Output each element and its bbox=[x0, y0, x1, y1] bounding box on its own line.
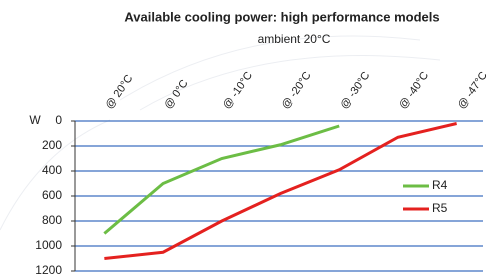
legend-label: R4 bbox=[432, 178, 448, 192]
legend-label: R5 bbox=[432, 201, 448, 215]
chart-title: Available cooling power: high performanc… bbox=[124, 9, 439, 24]
x-tick-label: @ -40°C bbox=[397, 70, 431, 112]
y-tick-label: 600 bbox=[42, 188, 62, 202]
x-tick-label: @ -10°C bbox=[221, 70, 255, 112]
y-tick-label: 800 bbox=[42, 213, 62, 227]
data-line bbox=[104, 126, 339, 234]
background-decoration bbox=[0, 36, 440, 230]
y-tick-label: 400 bbox=[42, 163, 62, 177]
x-tick-label: @ 0°C bbox=[162, 78, 191, 112]
chart-subtitle: ambient 20°C bbox=[258, 32, 331, 46]
x-tick-label: @ 20°C bbox=[103, 73, 135, 112]
x-tick-label: @ -47°C bbox=[456, 70, 486, 112]
y-tick-label: 1200 bbox=[35, 263, 62, 275]
y-tick-label: 200 bbox=[42, 138, 62, 152]
x-tick-label: @ -20°C bbox=[280, 70, 314, 112]
y-axis-label: W bbox=[29, 113, 41, 127]
chart: Available cooling power: high performanc… bbox=[0, 0, 486, 275]
y-tick-label: 0 bbox=[55, 113, 62, 127]
y-tick-label: 1000 bbox=[35, 238, 62, 252]
x-tick-label: @ -30°C bbox=[338, 70, 372, 112]
